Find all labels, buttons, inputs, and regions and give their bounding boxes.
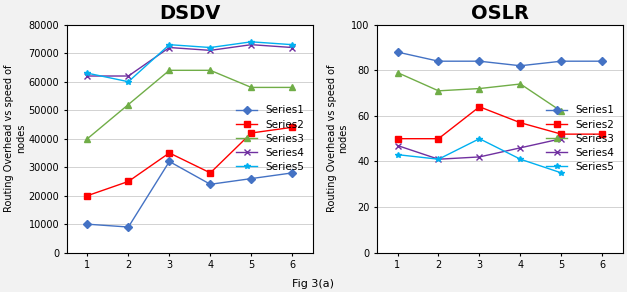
- Series1: [206, 182, 214, 186]
- Series2: [599, 132, 606, 136]
- Series5: [206, 46, 214, 49]
- Series2: [435, 137, 442, 140]
- Series4: [125, 74, 132, 78]
- Line: Series1: Series1: [395, 49, 605, 69]
- Series3: [248, 86, 255, 89]
- Series1: [125, 225, 132, 229]
- Title: OSLR: OSLR: [471, 4, 529, 23]
- Series2: [83, 194, 91, 197]
- Series4: [206, 48, 214, 52]
- Series4: [394, 144, 401, 147]
- Series2: [557, 132, 565, 136]
- Series1: [435, 60, 442, 63]
- Title: DSDV: DSDV: [159, 4, 221, 23]
- Series1: [288, 171, 296, 175]
- Series5: [435, 157, 442, 161]
- Series3: [125, 103, 132, 106]
- Series5: [557, 171, 565, 175]
- Line: Series3: Series3: [85, 67, 295, 142]
- Series5: [476, 137, 483, 140]
- Series4: [517, 146, 524, 150]
- Line: Series1: Series1: [85, 159, 295, 230]
- Series2: [125, 180, 132, 183]
- Series1: [394, 50, 401, 54]
- Y-axis label: Routing Overhead vs speed of
nodes: Routing Overhead vs speed of nodes: [4, 65, 26, 212]
- Series5: [248, 40, 255, 44]
- Legend: Series1, Series2, Series3, Series4, Series5: Series1, Series2, Series3, Series4, Seri…: [544, 102, 618, 175]
- Series5: [83, 72, 91, 75]
- Series2: [394, 137, 401, 140]
- Line: Series4: Series4: [395, 136, 564, 162]
- Line: Series3: Series3: [395, 70, 564, 114]
- Series2: [476, 105, 483, 109]
- Series2: [288, 126, 296, 129]
- Series1: [83, 223, 91, 226]
- Series3: [83, 137, 91, 140]
- Line: Series5: Series5: [395, 136, 564, 176]
- Series5: [517, 157, 524, 161]
- Series4: [248, 43, 255, 46]
- Series2: [206, 171, 214, 175]
- Series4: [435, 157, 442, 161]
- Series1: [166, 160, 173, 163]
- Series1: [557, 60, 565, 63]
- Series4: [83, 74, 91, 78]
- Series1: [599, 60, 606, 63]
- Series3: [394, 71, 401, 74]
- Series4: [166, 46, 173, 49]
- Series5: [394, 153, 401, 157]
- Series2: [166, 151, 173, 155]
- Line: Series5: Series5: [85, 39, 295, 84]
- Series1: [248, 177, 255, 180]
- Series5: [288, 43, 296, 46]
- Series3: [435, 89, 442, 93]
- Series1: [517, 64, 524, 67]
- Series5: [166, 43, 173, 46]
- Series1: [476, 60, 483, 63]
- Line: Series2: Series2: [85, 124, 295, 199]
- Series3: [557, 110, 565, 113]
- Series5: [125, 80, 132, 84]
- Line: Series2: Series2: [395, 104, 605, 142]
- Series3: [206, 69, 214, 72]
- Series4: [557, 137, 565, 140]
- Series3: [517, 82, 524, 86]
- Series3: [166, 69, 173, 72]
- Line: Series4: Series4: [85, 42, 295, 79]
- Series4: [476, 155, 483, 159]
- Series2: [517, 121, 524, 124]
- Series4: [288, 46, 296, 49]
- Y-axis label: Routing Overhead vs speed of
nodes: Routing Overhead vs speed of nodes: [327, 65, 348, 212]
- Legend: Series1, Series2, Series3, Series4, Series5: Series1, Series2, Series3, Series4, Seri…: [233, 102, 307, 175]
- Series2: [248, 131, 255, 135]
- Text: Fig 3(a): Fig 3(a): [293, 279, 334, 289]
- Series3: [288, 86, 296, 89]
- Series3: [476, 87, 483, 90]
